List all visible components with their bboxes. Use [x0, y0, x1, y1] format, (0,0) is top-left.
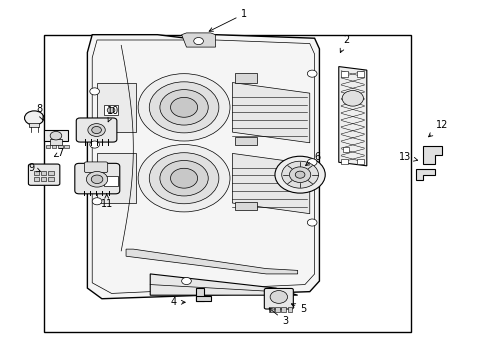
Bar — [104, 105, 118, 115]
Circle shape — [50, 131, 61, 140]
Text: 11: 11 — [101, 194, 113, 210]
Bar — [34, 171, 39, 175]
Circle shape — [160, 161, 208, 196]
Polygon shape — [232, 82, 309, 143]
Circle shape — [160, 90, 208, 125]
Circle shape — [149, 153, 219, 204]
Circle shape — [289, 167, 310, 183]
Polygon shape — [415, 169, 435, 180]
Polygon shape — [181, 33, 215, 47]
Bar — [196, 296, 210, 301]
Circle shape — [149, 82, 219, 133]
Circle shape — [90, 88, 99, 95]
Bar — [46, 145, 50, 148]
Bar — [52, 145, 56, 148]
Bar — [58, 145, 62, 148]
Polygon shape — [338, 67, 366, 166]
Circle shape — [90, 141, 99, 148]
Bar — [356, 159, 364, 164]
FancyBboxPatch shape — [76, 118, 117, 142]
Polygon shape — [232, 153, 309, 214]
Circle shape — [86, 171, 107, 187]
Text: 3: 3 — [268, 308, 288, 327]
Polygon shape — [423, 146, 441, 164]
Circle shape — [307, 70, 316, 77]
Circle shape — [170, 168, 197, 188]
Circle shape — [92, 126, 101, 134]
Polygon shape — [126, 249, 297, 274]
Bar — [104, 176, 118, 186]
FancyBboxPatch shape — [84, 162, 107, 172]
Circle shape — [138, 74, 229, 141]
Bar — [356, 71, 364, 77]
Circle shape — [138, 145, 229, 212]
Text: 5: 5 — [291, 304, 305, 314]
Polygon shape — [97, 153, 136, 203]
Text: 12: 12 — [427, 120, 447, 137]
Circle shape — [342, 90, 363, 106]
Circle shape — [24, 111, 44, 125]
Polygon shape — [87, 35, 319, 299]
Bar — [48, 171, 53, 175]
Text: 8: 8 — [36, 104, 43, 120]
Circle shape — [193, 37, 203, 45]
Bar — [234, 73, 256, 82]
Bar — [281, 307, 285, 312]
Text: 9: 9 — [28, 163, 41, 172]
Circle shape — [307, 159, 316, 166]
Circle shape — [107, 107, 115, 113]
Circle shape — [295, 171, 305, 178]
Bar — [287, 307, 292, 312]
Circle shape — [274, 156, 325, 193]
Bar — [29, 123, 39, 127]
Polygon shape — [150, 274, 297, 295]
Circle shape — [88, 123, 105, 136]
Circle shape — [181, 278, 191, 284]
Bar — [268, 307, 273, 312]
Bar — [234, 137, 256, 145]
Bar — [50, 139, 62, 145]
Circle shape — [91, 175, 102, 184]
Bar — [64, 145, 68, 148]
Bar — [41, 177, 46, 181]
Bar — [48, 177, 53, 181]
Bar — [341, 159, 348, 164]
Circle shape — [170, 98, 197, 117]
FancyBboxPatch shape — [28, 164, 60, 185]
Circle shape — [269, 291, 287, 303]
Text: 1: 1 — [209, 9, 247, 31]
Circle shape — [281, 161, 318, 188]
Circle shape — [307, 219, 316, 226]
Text: 2: 2 — [340, 35, 348, 53]
Text: 13: 13 — [398, 152, 417, 162]
Text: 6: 6 — [305, 152, 320, 166]
Bar — [342, 147, 348, 152]
FancyBboxPatch shape — [75, 163, 120, 194]
Circle shape — [92, 198, 102, 205]
Bar — [34, 177, 39, 181]
Text: 7: 7 — [54, 148, 64, 158]
Bar — [44, 35, 410, 332]
Bar — [234, 202, 256, 210]
Text: 4: 4 — [170, 297, 185, 307]
FancyBboxPatch shape — [264, 288, 293, 309]
Bar — [44, 130, 68, 141]
Polygon shape — [97, 82, 136, 132]
Bar — [341, 71, 348, 77]
Bar — [196, 288, 203, 301]
Bar — [274, 307, 279, 312]
Text: 10: 10 — [106, 106, 119, 122]
Bar — [41, 171, 46, 175]
